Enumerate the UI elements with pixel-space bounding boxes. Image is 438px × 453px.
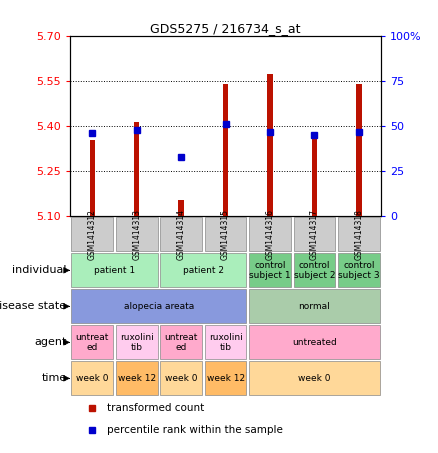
Bar [160, 361, 202, 395]
Text: GSM1414316: GSM1414316 [265, 209, 275, 260]
Bar [116, 217, 158, 251]
Text: individual: individual [12, 265, 67, 275]
Bar [205, 361, 247, 395]
Text: GSM1414317: GSM1414317 [310, 209, 319, 260]
Text: ruxolini
tib: ruxolini tib [208, 333, 243, 352]
Text: normal: normal [299, 302, 330, 311]
Text: untreat
ed: untreat ed [164, 333, 198, 352]
Text: GSM1414312: GSM1414312 [88, 209, 97, 260]
Text: week 0: week 0 [298, 374, 331, 383]
Bar [90, 140, 95, 216]
Bar [160, 253, 247, 287]
Text: control
subject 3: control subject 3 [338, 260, 380, 280]
Bar [160, 217, 202, 251]
Text: week 0: week 0 [165, 374, 198, 383]
Bar [223, 84, 228, 216]
Bar [249, 289, 380, 323]
Bar [71, 253, 158, 287]
Text: week 0: week 0 [76, 374, 109, 383]
Bar [116, 361, 158, 395]
Text: control
subject 2: control subject 2 [293, 260, 335, 280]
Bar [160, 325, 202, 359]
Text: untreat
ed: untreat ed [76, 333, 109, 352]
Bar [293, 217, 336, 251]
Bar [312, 135, 317, 216]
Bar [134, 122, 139, 216]
Bar [249, 361, 380, 395]
Bar [338, 217, 380, 251]
Bar [249, 325, 380, 359]
Text: time: time [41, 373, 67, 383]
Bar [205, 217, 247, 251]
Text: transformed count: transformed count [107, 404, 205, 414]
Bar [205, 325, 247, 359]
Text: week 12: week 12 [206, 374, 245, 383]
Bar [249, 217, 291, 251]
Text: GSM1414314: GSM1414314 [177, 209, 186, 260]
Text: percentile rank within the sample: percentile rank within the sample [107, 425, 283, 435]
Text: untreated: untreated [292, 338, 337, 347]
Bar [293, 253, 336, 287]
Bar [249, 253, 291, 287]
Bar [356, 84, 361, 216]
Text: patient 1: patient 1 [94, 266, 135, 275]
Text: disease state: disease state [0, 301, 67, 311]
Bar [338, 253, 380, 287]
Bar [71, 361, 113, 395]
Text: GSM1414315: GSM1414315 [221, 209, 230, 260]
Text: patient 2: patient 2 [183, 266, 224, 275]
Text: GSM1414313: GSM1414313 [132, 209, 141, 260]
Bar [71, 217, 113, 251]
Title: GDS5275 / 216734_s_at: GDS5275 / 216734_s_at [150, 22, 301, 35]
Bar [71, 289, 247, 323]
Text: week 12: week 12 [118, 374, 156, 383]
Text: control
subject 1: control subject 1 [249, 260, 291, 280]
Bar [116, 325, 158, 359]
Bar [178, 200, 184, 216]
Text: GSM1414318: GSM1414318 [354, 209, 364, 260]
Bar [267, 74, 273, 216]
Bar [71, 325, 113, 359]
Text: alopecia areata: alopecia areata [124, 302, 194, 311]
Text: ruxolini
tib: ruxolini tib [120, 333, 154, 352]
Text: agent: agent [34, 337, 67, 347]
